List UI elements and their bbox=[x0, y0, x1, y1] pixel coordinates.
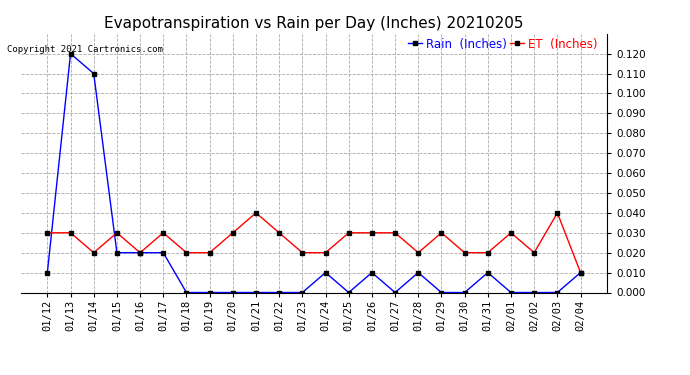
ET  (Inches) bbox=[275, 231, 284, 235]
ET  (Inches) bbox=[66, 231, 75, 235]
ET  (Inches) bbox=[391, 231, 400, 235]
Line: Rain  (Inches): Rain (Inches) bbox=[46, 52, 582, 295]
Rain  (Inches) bbox=[322, 270, 330, 275]
Rain  (Inches) bbox=[206, 290, 214, 295]
ET  (Inches) bbox=[298, 251, 306, 255]
ET  (Inches) bbox=[228, 231, 237, 235]
ET  (Inches) bbox=[507, 231, 515, 235]
Rain  (Inches) bbox=[112, 251, 121, 255]
Text: Copyright 2021 Cartronics.com: Copyright 2021 Cartronics.com bbox=[7, 45, 163, 54]
ET  (Inches) bbox=[322, 251, 330, 255]
Rain  (Inches) bbox=[414, 270, 422, 275]
Rain  (Inches) bbox=[553, 290, 562, 295]
Rain  (Inches) bbox=[507, 290, 515, 295]
ET  (Inches) bbox=[530, 251, 538, 255]
Rain  (Inches) bbox=[136, 251, 144, 255]
ET  (Inches) bbox=[182, 251, 190, 255]
Rain  (Inches) bbox=[228, 290, 237, 295]
ET  (Inches) bbox=[206, 251, 214, 255]
ET  (Inches) bbox=[576, 270, 584, 275]
ET  (Inches) bbox=[484, 251, 492, 255]
ET  (Inches) bbox=[136, 251, 144, 255]
Line: ET  (Inches): ET (Inches) bbox=[46, 211, 582, 274]
Rain  (Inches) bbox=[484, 270, 492, 275]
Legend: Rain  (Inches), ET  (Inches): Rain (Inches), ET (Inches) bbox=[408, 38, 598, 51]
ET  (Inches) bbox=[553, 211, 562, 215]
Rain  (Inches) bbox=[252, 290, 260, 295]
Rain  (Inches) bbox=[43, 270, 52, 275]
ET  (Inches) bbox=[159, 231, 168, 235]
ET  (Inches) bbox=[344, 231, 353, 235]
Rain  (Inches) bbox=[90, 71, 98, 76]
Rain  (Inches) bbox=[275, 290, 284, 295]
ET  (Inches) bbox=[460, 251, 469, 255]
ET  (Inches) bbox=[252, 211, 260, 215]
Rain  (Inches) bbox=[460, 290, 469, 295]
Rain  (Inches) bbox=[368, 270, 376, 275]
ET  (Inches) bbox=[112, 231, 121, 235]
Rain  (Inches) bbox=[344, 290, 353, 295]
ET  (Inches) bbox=[43, 231, 52, 235]
Rain  (Inches) bbox=[298, 290, 306, 295]
Rain  (Inches) bbox=[530, 290, 538, 295]
ET  (Inches) bbox=[437, 231, 446, 235]
ET  (Inches) bbox=[368, 231, 376, 235]
Rain  (Inches) bbox=[182, 290, 190, 295]
Rain  (Inches) bbox=[576, 270, 584, 275]
ET  (Inches) bbox=[414, 251, 422, 255]
Title: Evapotranspiration vs Rain per Day (Inches) 20210205: Evapotranspiration vs Rain per Day (Inch… bbox=[104, 16, 524, 31]
ET  (Inches) bbox=[90, 251, 98, 255]
Rain  (Inches) bbox=[437, 290, 446, 295]
Rain  (Inches) bbox=[159, 251, 168, 255]
Rain  (Inches) bbox=[391, 290, 400, 295]
Rain  (Inches) bbox=[66, 51, 75, 56]
